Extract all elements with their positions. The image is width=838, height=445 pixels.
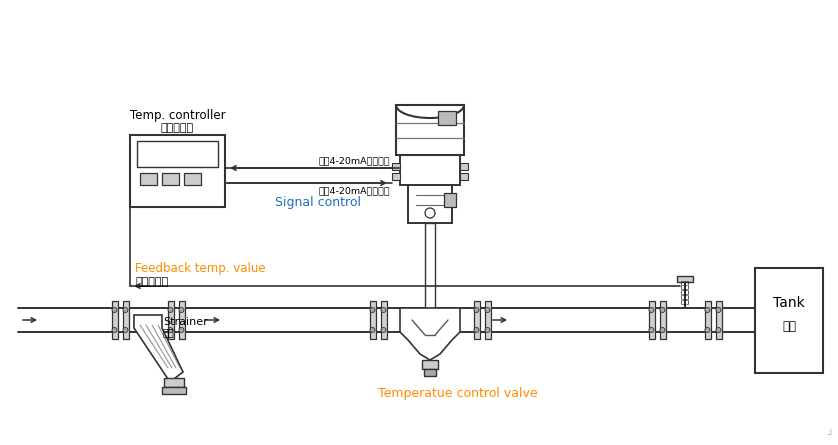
- Bar: [460, 173, 468, 180]
- Bar: [422, 360, 438, 369]
- Text: 储罐: 储罐: [782, 320, 796, 332]
- Bar: [184, 173, 201, 185]
- Circle shape: [716, 328, 721, 332]
- Circle shape: [485, 307, 490, 312]
- Circle shape: [370, 328, 375, 332]
- Bar: [677, 276, 693, 282]
- Text: Temperatue control valve: Temperatue control valve: [378, 387, 538, 400]
- Bar: [380, 301, 386, 339]
- Bar: [137, 141, 218, 167]
- Bar: [460, 163, 468, 170]
- Bar: [484, 301, 490, 339]
- Text: Feedback temp. value: Feedback temp. value: [135, 262, 266, 275]
- Text: 反馈4-20mA控制信号: 反馈4-20mA控制信号: [318, 156, 390, 165]
- Circle shape: [381, 307, 386, 312]
- Bar: [408, 185, 452, 223]
- Circle shape: [474, 307, 479, 312]
- Text: Strainer: Strainer: [163, 317, 208, 327]
- Polygon shape: [134, 315, 183, 382]
- Circle shape: [123, 328, 128, 332]
- Bar: [755, 268, 823, 373]
- Text: Temp. controller: Temp. controller: [130, 109, 225, 121]
- Bar: [425, 223, 435, 308]
- Text: 输入4-20mA控制信号: 输入4-20mA控制信号: [318, 186, 390, 195]
- Bar: [111, 301, 117, 339]
- Circle shape: [179, 328, 184, 332]
- Bar: [130, 135, 225, 207]
- Circle shape: [112, 307, 117, 312]
- Bar: [444, 193, 456, 207]
- Bar: [164, 378, 184, 387]
- Bar: [705, 301, 711, 339]
- Circle shape: [660, 307, 665, 312]
- Bar: [140, 173, 157, 185]
- Bar: [649, 301, 654, 339]
- Bar: [178, 301, 184, 339]
- Bar: [392, 173, 400, 180]
- Circle shape: [716, 307, 721, 312]
- Bar: [162, 173, 179, 185]
- Bar: [660, 301, 665, 339]
- Circle shape: [649, 328, 654, 332]
- Circle shape: [168, 328, 173, 332]
- Bar: [168, 301, 173, 339]
- Circle shape: [370, 307, 375, 312]
- Circle shape: [705, 307, 710, 312]
- Bar: [716, 301, 722, 339]
- Polygon shape: [400, 308, 460, 360]
- Circle shape: [649, 307, 654, 312]
- Text: 温度传感器: 温度传感器: [679, 280, 688, 305]
- Circle shape: [112, 328, 117, 332]
- Circle shape: [485, 328, 490, 332]
- Bar: [162, 387, 186, 394]
- Circle shape: [168, 307, 173, 312]
- Bar: [400, 155, 460, 185]
- Circle shape: [123, 307, 128, 312]
- Bar: [370, 301, 375, 339]
- Text: Signal control: Signal control: [275, 196, 361, 209]
- Circle shape: [660, 328, 665, 332]
- Circle shape: [705, 328, 710, 332]
- Bar: [424, 369, 436, 376]
- Circle shape: [179, 307, 184, 312]
- Text: Tank: Tank: [773, 296, 804, 310]
- Circle shape: [381, 328, 386, 332]
- Bar: [473, 301, 479, 339]
- Bar: [392, 163, 400, 170]
- Circle shape: [425, 208, 435, 218]
- Bar: [122, 301, 128, 339]
- Text: 温度控制仪: 温度控制仪: [161, 123, 194, 133]
- Text: 滤器: 滤器: [163, 327, 175, 337]
- Circle shape: [474, 328, 479, 332]
- Text: ┘: ┘: [827, 430, 833, 440]
- Text: 反馈温度值: 反馈温度值: [135, 277, 168, 287]
- Bar: [438, 111, 456, 125]
- Bar: [396, 105, 464, 155]
